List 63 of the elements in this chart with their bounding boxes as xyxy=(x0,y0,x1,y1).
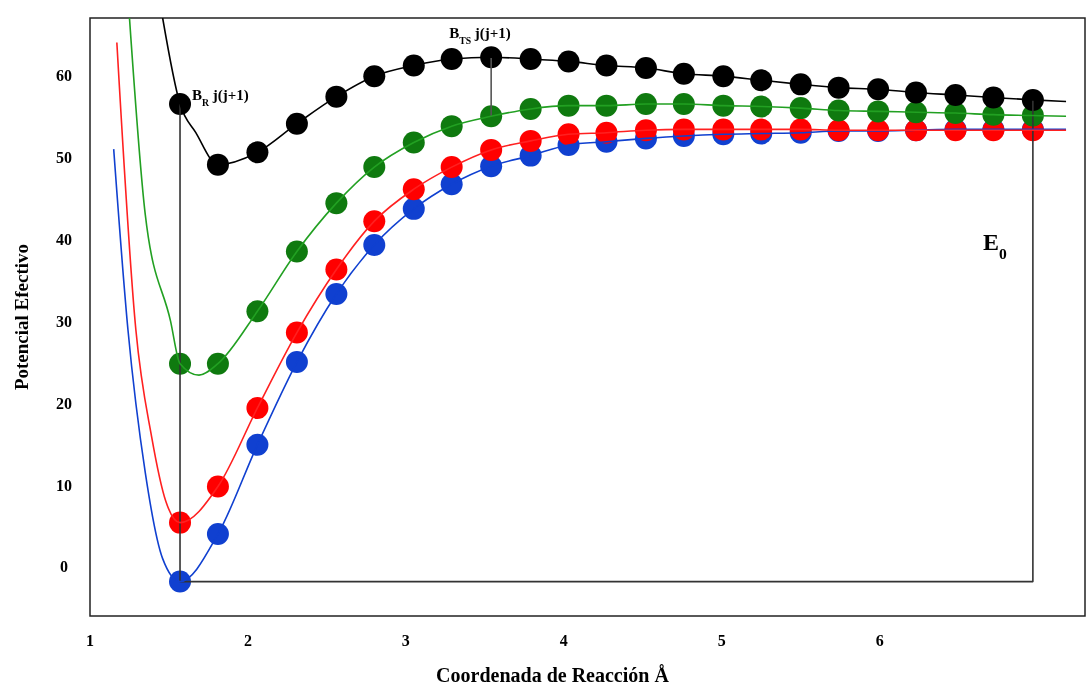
y-tick-label: 20 xyxy=(56,394,72,412)
point xyxy=(440,47,463,70)
point xyxy=(867,100,890,123)
point xyxy=(206,475,229,498)
annotation: B$_{R}$ j(j+1) xyxy=(192,87,249,108)
y-tick-label: 30 xyxy=(56,312,72,330)
point xyxy=(595,94,618,117)
point xyxy=(206,523,229,546)
point xyxy=(285,112,308,135)
point xyxy=(712,94,735,117)
point xyxy=(285,351,308,374)
point xyxy=(557,94,580,117)
point xyxy=(246,300,269,323)
point xyxy=(285,240,308,263)
point xyxy=(402,131,425,154)
annotation: E$_{0}$ xyxy=(983,229,1008,262)
point xyxy=(519,47,542,70)
point xyxy=(750,69,773,92)
point xyxy=(325,85,348,108)
x-tick-label: 5 xyxy=(717,632,726,649)
point xyxy=(827,76,850,99)
point xyxy=(519,129,542,152)
x-axis-title: Coordenada de Reacción Å xyxy=(436,664,670,686)
point xyxy=(246,433,269,456)
point xyxy=(672,62,695,85)
point xyxy=(325,283,348,306)
x-tick-label: 3 xyxy=(401,632,410,649)
point xyxy=(440,115,463,138)
point xyxy=(712,65,735,88)
point xyxy=(634,56,657,79)
y-tick-label: 50 xyxy=(56,148,72,166)
x-tick-label: 1 xyxy=(86,632,94,649)
point xyxy=(789,97,812,120)
point xyxy=(827,99,850,122)
point xyxy=(480,138,503,161)
line-series xyxy=(128,18,1067,376)
x-tick-label: 2 xyxy=(243,632,252,649)
point xyxy=(944,84,967,106)
point xyxy=(789,73,812,96)
y-axis-title: Potencial Efectivo xyxy=(11,243,32,391)
point xyxy=(206,352,229,375)
point xyxy=(363,65,386,88)
point xyxy=(206,153,229,176)
y-tick-label: 60 xyxy=(56,66,72,84)
point xyxy=(363,156,386,179)
point xyxy=(285,321,308,344)
y-tick-label: 10 xyxy=(56,476,72,494)
point xyxy=(750,95,773,118)
point xyxy=(363,210,386,233)
point xyxy=(519,97,542,120)
point xyxy=(402,178,425,201)
y-tick-label: 40 xyxy=(56,230,72,248)
annotation: B$_{TS}$ j(j+1) xyxy=(449,25,511,46)
point xyxy=(867,78,890,101)
x-tick-label: 6 xyxy=(875,632,884,649)
point xyxy=(557,50,580,73)
point xyxy=(402,54,425,77)
point xyxy=(325,258,348,281)
point xyxy=(246,141,269,164)
x-tick-label: 4 xyxy=(559,632,568,649)
y-tick-label: 0 xyxy=(60,558,68,576)
point xyxy=(325,192,348,215)
point xyxy=(363,233,386,256)
